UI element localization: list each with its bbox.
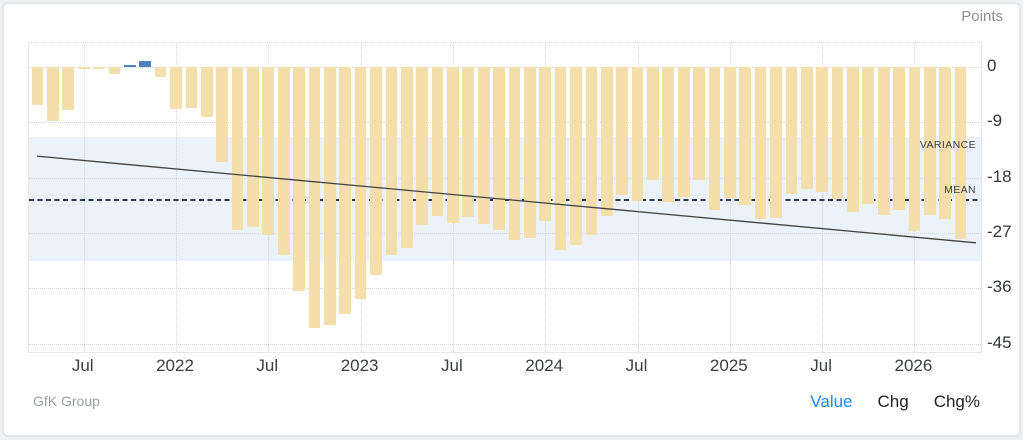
bar [923,67,936,216]
gridline-horizontal [29,288,981,290]
bar [677,67,690,198]
bar [739,67,752,205]
bar [108,67,121,75]
view-toggle-group: Value Chg Chg% [810,392,980,412]
bar [339,67,352,315]
bar [708,67,721,211]
bar [554,67,567,250]
bar [385,67,398,255]
bar [908,67,921,232]
x-axis-tick-label: 2026 [894,356,933,375]
bar [31,67,44,105]
bar [939,67,952,220]
gridline-horizontal [29,343,981,345]
bar [954,67,967,239]
y-axis-tick-label: -36 [987,277,1012,297]
bar [154,67,167,77]
bar [323,67,336,325]
x-axis-tick-label: Jul [441,356,463,375]
bar [477,67,490,225]
bar [447,67,459,224]
bar [416,67,428,225]
bar [647,67,659,181]
y-axis-tick-label: -45 [987,332,1012,352]
bar [600,67,613,216]
x-axis-tick-label: Jul [625,356,648,375]
gridline-vertical [83,43,85,352]
y-axis-tick-label: -27 [987,221,1012,241]
bar [431,67,444,216]
bar [124,65,136,67]
bar [493,67,505,230]
bar [723,67,736,198]
x-axis-tick-label: 2024 [525,356,564,375]
bar [785,67,798,194]
gridline-horizontal [29,122,981,124]
unit-label: Points [961,8,1003,25]
bar [400,67,413,249]
bar [754,67,767,219]
x-axis-tick-label: 2023 [340,356,379,375]
bar [847,67,859,213]
y-axis-tick-label: -18 [987,166,1012,186]
bar [570,67,582,246]
bar [862,67,875,205]
bar [616,67,628,196]
bar [170,67,182,109]
bar [200,67,213,117]
x-axis-tick-label: 2025 [709,356,748,375]
bar [462,67,475,217]
bar [62,67,75,111]
bar [893,67,905,210]
tab-chg-pct[interactable]: Chg% [933,392,980,411]
bar [523,67,536,238]
bar [185,67,198,109]
bar [662,67,675,203]
bar [93,67,105,70]
bar [693,67,705,180]
source-link[interactable]: GfK Group [33,393,100,409]
mean-label: MEAN [944,183,976,196]
gridline-horizontal [29,67,981,68]
bar [770,67,782,218]
y-axis-tick-label: 0 [987,56,997,75]
tab-chg[interactable]: Chg [877,392,909,411]
x-axis-tick-label: Jul [71,356,94,375]
x-axis-tick-label: Jul [810,356,832,375]
x-axis-tick-label: 2022 [156,356,194,375]
bar [800,67,813,190]
bar [308,67,321,329]
bar [231,67,244,230]
bar [585,67,598,236]
bar [216,67,228,163]
y-axis-tick-label: -9 [987,111,1003,131]
bar [247,67,259,227]
bar [539,67,552,222]
bar [47,67,59,122]
bar [277,67,290,256]
bar [262,67,275,236]
bar [370,67,382,276]
plot-area: VARIANCE MEAN [28,42,982,353]
bar [631,67,644,202]
tab-value[interactable]: Value [810,392,853,411]
bar [139,61,152,67]
bar [293,67,305,292]
gridline-horizontal [29,232,981,234]
bar [877,67,890,216]
bar [816,67,828,192]
bar [77,67,90,69]
variance-label: VARIANCE [919,139,976,152]
x-axis-tick-label: Jul [256,356,279,375]
bar [831,67,844,200]
bar [508,67,521,240]
bar [354,67,367,300]
